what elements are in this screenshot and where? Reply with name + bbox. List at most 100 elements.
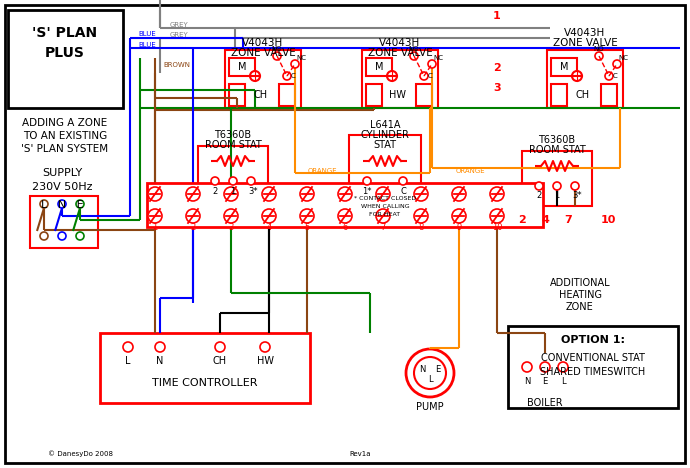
Text: TO AN EXISTING: TO AN EXISTING [23,131,107,141]
Circle shape [572,71,582,81]
Circle shape [224,209,238,223]
Text: BOILER: BOILER [527,398,563,408]
Text: NO: NO [408,46,420,52]
Text: 9: 9 [456,224,462,233]
Text: N: N [157,356,164,366]
Text: Rev1a: Rev1a [349,451,371,457]
Circle shape [123,342,133,352]
Circle shape [300,187,314,201]
Circle shape [595,52,603,60]
Circle shape [414,187,428,201]
Circle shape [420,72,428,80]
Text: © DanesyDo 2008: © DanesyDo 2008 [48,451,112,457]
Text: 2: 2 [518,215,526,225]
Circle shape [399,177,407,185]
Text: 10: 10 [600,215,615,225]
Text: CONVENTIONAL STAT: CONVENTIONAL STAT [541,353,645,363]
Circle shape [224,187,238,201]
Circle shape [490,187,504,201]
Text: ORANGE: ORANGE [455,168,485,174]
Text: C: C [613,73,618,79]
Circle shape [387,71,397,81]
Circle shape [148,187,162,201]
Bar [551,84,567,106]
Text: C: C [290,73,295,79]
Circle shape [262,187,276,201]
Circle shape [40,200,48,208]
Text: GREY: GREY [170,22,189,28]
Circle shape [540,362,550,372]
Text: ZONE VALVE: ZONE VALVE [230,48,295,58]
Text: M: M [375,62,383,72]
Circle shape [58,232,66,240]
Text: L641A: L641A [370,120,400,130]
Circle shape [376,209,390,223]
Circle shape [148,209,162,223]
Circle shape [376,187,390,201]
Bar [147,183,543,227]
Bar [551,58,577,76]
Circle shape [273,52,281,60]
Circle shape [229,177,237,185]
Circle shape [553,182,561,190]
Text: ADDITIONAL: ADDITIONAL [550,278,611,288]
Text: ADDING A ZONE: ADDING A ZONE [22,118,108,128]
Circle shape [155,342,165,352]
Text: NC: NC [618,55,628,61]
Text: 4: 4 [266,224,272,233]
Text: 230V 50Hz: 230V 50Hz [32,182,92,192]
Text: ORANGE: ORANGE [307,168,337,174]
Text: TIME CONTROLLER: TIME CONTROLLER [152,378,258,388]
Text: HW: HW [389,90,406,100]
Bar [225,50,301,108]
Text: 1*: 1* [362,187,372,196]
Circle shape [490,209,504,223]
Bar [508,326,678,408]
Circle shape [410,52,418,60]
Circle shape [40,232,48,240]
Text: 3*: 3* [572,191,582,200]
Text: SUPPLY: SUPPLY [42,168,82,178]
Text: OPTION 1:: OPTION 1: [561,335,625,345]
Bar [522,151,592,206]
Text: M: M [560,62,569,72]
Circle shape [613,60,621,68]
Circle shape [247,177,255,185]
Text: 1: 1 [493,11,501,21]
Circle shape [186,209,200,223]
Circle shape [76,232,84,240]
Text: M: M [238,62,246,72]
Text: 2: 2 [536,191,542,200]
Circle shape [522,362,532,372]
Text: 2: 2 [213,187,217,196]
Circle shape [58,200,66,208]
Text: 7: 7 [564,215,572,225]
Text: CH: CH [254,90,268,100]
Text: V4043H: V4043H [242,38,284,48]
Circle shape [605,72,613,80]
Circle shape [291,60,299,68]
Bar [490,20,683,458]
Text: 'S' PLAN: 'S' PLAN [32,26,97,40]
Text: L: L [561,376,565,386]
Text: L: L [428,374,433,383]
Text: NO: NO [593,46,604,52]
Bar [229,84,245,106]
Text: E: E [542,376,548,386]
Text: 3: 3 [493,83,501,93]
Text: PUMP: PUMP [416,402,444,412]
Text: STAT: STAT [373,140,397,150]
Text: NC: NC [433,55,443,61]
Circle shape [452,209,466,223]
Circle shape [283,72,291,80]
Text: L: L [126,356,130,366]
Text: HEATING: HEATING [558,290,602,300]
Bar [100,333,310,403]
Text: E: E [435,365,441,373]
Bar [198,146,268,201]
Text: 6: 6 [342,224,348,233]
Text: CYLINDER: CYLINDER [361,130,409,140]
Text: T6360B: T6360B [538,135,575,145]
Circle shape [571,182,579,190]
Text: CH: CH [576,90,590,100]
